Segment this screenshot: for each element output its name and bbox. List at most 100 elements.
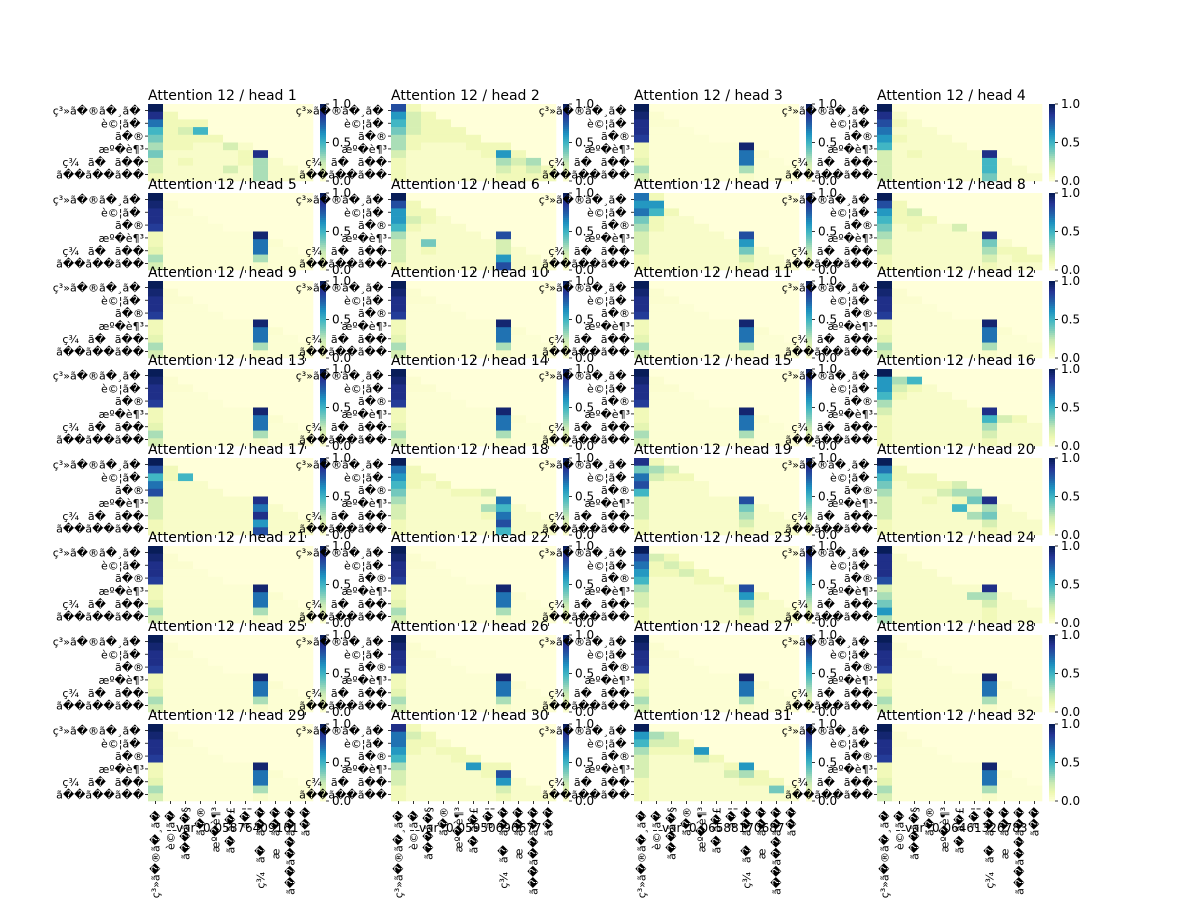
heatmap-cell [952,216,968,225]
heatmap-cell [541,311,557,320]
colorbar-tick-label: 1.0 [818,539,837,553]
heatmap-cell [436,200,452,209]
heatmap-cell [709,142,725,151]
heatmap-cell [952,239,968,248]
heatmap-cell [421,665,437,674]
colorbar-segment [1049,469,1055,472]
colorbar-segment [320,508,326,511]
y-tick-label: ã�® [601,661,630,674]
heatmap-cell [541,262,557,271]
heatmap-cell [268,430,284,439]
heatmap-cell [268,546,284,554]
heatmap-cell [1027,157,1043,166]
heatmap-cell [481,319,497,328]
heatmap-cell [634,369,650,377]
colorbar-segment [806,479,812,482]
heatmap-cell [739,369,755,377]
heatmap-cell [283,511,299,520]
heatmap-cell [694,216,710,225]
heatmap-cell [679,527,695,536]
heatmap-cell [967,134,983,143]
heatmap-cell [421,519,437,528]
heatmap-cell [892,407,908,416]
heatmap-cell [223,511,239,520]
heatmap-cell [541,165,557,174]
heatmap-cell [466,334,482,343]
heatmap-cell [421,415,437,424]
heatmap-cell [283,569,299,578]
colorbar-segment [1049,527,1055,530]
colorbar-segment [1049,370,1055,374]
heatmap-cell [664,553,680,562]
heatmap-cell [481,239,497,248]
heatmap-cell [937,599,953,608]
colorbar-segment [806,399,812,403]
heatmap-cell [451,592,467,601]
heatmap-cell [937,304,953,313]
colorbar-tick-label: 0.5 [818,490,837,504]
heatmap-cell [1012,422,1028,431]
heatmap-cell [679,246,695,255]
heatmap-cell [664,430,680,439]
colorbar-segment [806,607,812,610]
colorbar-segment [806,652,812,655]
heatmap-cell [178,422,194,431]
heatmap-cell [754,465,770,474]
colorbar-segment [806,407,812,410]
heatmap-cell [784,127,800,136]
heatmap-cell [436,704,452,713]
heatmap-cell [982,481,998,490]
colorbar-segment [563,157,569,161]
colorbar-segment [563,481,569,484]
colorbar-segment [1049,508,1055,511]
colorbar-segment [1049,481,1055,484]
heatmap-cell [967,223,983,232]
colorbar-segment [563,594,569,597]
heatmap-cell [724,127,740,136]
heatmap-cell [907,561,923,570]
colorbar-segment [806,675,812,678]
colorbar-segment [1049,173,1055,176]
heatmap-cell [421,193,437,201]
heatmap-cell [436,607,452,616]
heatmap-cell [724,231,740,240]
heatmap-cell [754,511,770,520]
heatmap-cell [679,561,695,570]
heatmap-cell [481,119,497,128]
heatmap-cell [1012,319,1028,328]
heatmap-cell [253,511,269,520]
heatmap-cell [238,369,254,377]
heatmap-cell [163,546,179,554]
heatmap-cell [1027,607,1043,616]
heatmap-cell [178,288,194,297]
colorbar-segment [563,212,569,215]
heatmap-cell [178,239,194,248]
heatmap-cell [769,231,785,240]
heatmap-cell [649,635,665,643]
heatmap-cell [952,150,968,159]
heatmap-cell [997,127,1013,136]
heatmap-cell [922,231,938,240]
heatmap-cell [739,104,755,112]
heatmap-cell [922,327,938,336]
heatmap-cell [634,157,650,166]
heatmap-cell [739,527,755,536]
heatmap-cell [952,422,968,431]
heatmap-cell [268,665,284,674]
heatmap-cell [481,488,497,497]
colorbar-segment [320,483,326,486]
heatmap-cell [436,488,452,497]
heatmap-cell [739,288,755,297]
heatmap-cell [148,350,164,359]
colorbar-segment [320,244,326,248]
heatmap-cell [634,200,650,209]
heatmap-cell [1027,496,1043,505]
colorbar-segment [563,488,569,492]
heatmap-cell [451,119,467,128]
colorbar-segment [1049,413,1055,416]
y-tick-label: ã�® [844,395,873,408]
colorbar-segment [1049,125,1055,128]
heatmap-cell [724,458,740,466]
heatmap-cell [634,546,650,554]
heatmap-cell [283,296,299,305]
